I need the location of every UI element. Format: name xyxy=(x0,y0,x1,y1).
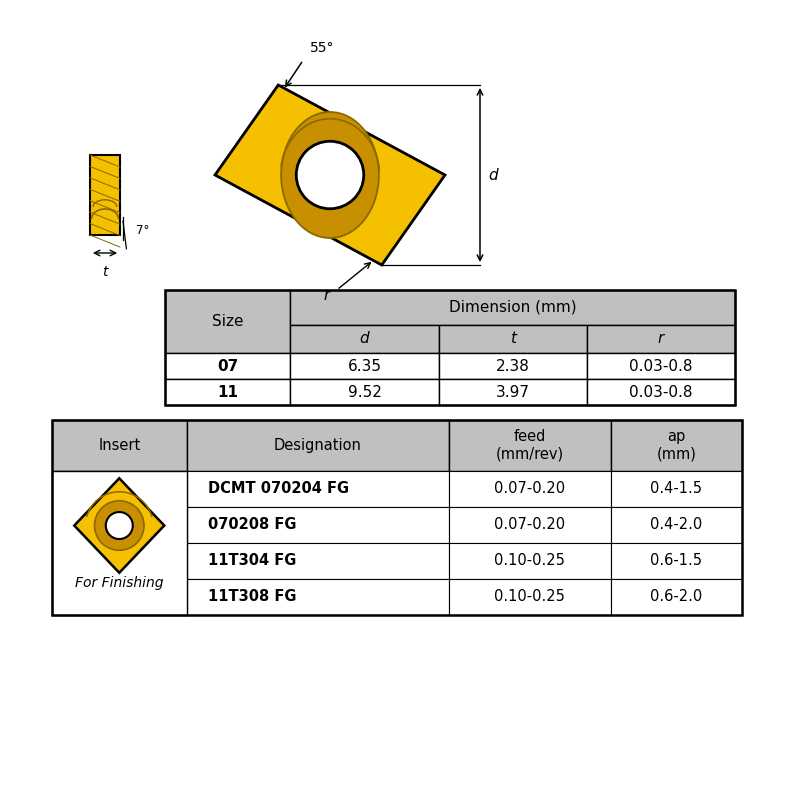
Polygon shape xyxy=(74,478,164,573)
Bar xyxy=(52,543,186,579)
Bar xyxy=(52,506,186,543)
Text: 0.07-0.20: 0.07-0.20 xyxy=(494,518,566,532)
Circle shape xyxy=(106,512,133,539)
Bar xyxy=(449,470,611,506)
Text: 55°: 55° xyxy=(310,41,334,55)
Bar xyxy=(611,543,742,579)
Bar xyxy=(587,379,735,405)
Bar xyxy=(611,506,742,543)
Polygon shape xyxy=(90,155,120,235)
Text: Insert: Insert xyxy=(98,438,141,453)
Ellipse shape xyxy=(94,501,144,550)
Bar xyxy=(587,354,735,379)
Bar xyxy=(449,543,611,579)
Polygon shape xyxy=(215,85,445,265)
Bar xyxy=(186,470,449,506)
Text: 07: 07 xyxy=(217,358,238,374)
Text: 11T308 FG: 11T308 FG xyxy=(207,590,296,605)
Bar xyxy=(611,579,742,615)
Bar xyxy=(52,470,186,615)
Bar xyxy=(290,325,438,354)
Text: 2.38: 2.38 xyxy=(496,358,530,374)
Bar xyxy=(165,290,735,405)
Text: 0.6-1.5: 0.6-1.5 xyxy=(650,554,702,568)
Text: feed
(mm/rev): feed (mm/rev) xyxy=(496,429,564,462)
Bar xyxy=(290,379,438,405)
Bar xyxy=(449,579,611,615)
Bar xyxy=(438,379,587,405)
Bar xyxy=(52,420,742,615)
Text: 9.52: 9.52 xyxy=(347,385,382,399)
Bar xyxy=(587,325,735,354)
Text: 0.07-0.20: 0.07-0.20 xyxy=(494,482,566,496)
Bar xyxy=(611,420,742,470)
Text: d: d xyxy=(360,331,370,346)
Bar xyxy=(438,354,587,379)
Bar xyxy=(186,579,449,615)
Bar xyxy=(186,543,449,579)
Bar xyxy=(186,420,449,470)
Bar xyxy=(611,470,742,506)
Text: 3.97: 3.97 xyxy=(496,385,530,399)
Text: 0.03-0.8: 0.03-0.8 xyxy=(629,358,693,374)
Text: ap
(mm): ap (mm) xyxy=(657,429,696,462)
Text: 0.4-1.5: 0.4-1.5 xyxy=(650,482,702,496)
Bar xyxy=(52,470,186,506)
Bar xyxy=(165,290,290,354)
Text: r: r xyxy=(324,287,330,302)
Text: For Finishing: For Finishing xyxy=(75,576,163,590)
Bar xyxy=(449,420,611,470)
Text: 070208 FG: 070208 FG xyxy=(207,518,296,532)
Bar xyxy=(186,506,449,543)
Text: Designation: Designation xyxy=(274,438,362,453)
Text: 11: 11 xyxy=(218,385,238,399)
Text: Dimension (mm): Dimension (mm) xyxy=(449,300,577,314)
Bar xyxy=(290,290,735,325)
Text: 0.6-2.0: 0.6-2.0 xyxy=(650,590,702,605)
Text: 6.35: 6.35 xyxy=(347,358,382,374)
Bar xyxy=(449,506,611,543)
Text: 0.10-0.25: 0.10-0.25 xyxy=(494,554,566,568)
Text: r: r xyxy=(658,331,664,346)
Bar xyxy=(52,420,186,470)
Text: Size: Size xyxy=(212,314,243,329)
Text: d: d xyxy=(488,167,498,182)
Bar xyxy=(438,325,587,354)
Bar xyxy=(290,354,438,379)
Text: t: t xyxy=(510,331,516,346)
Text: 0.03-0.8: 0.03-0.8 xyxy=(629,385,693,399)
Text: 11T304 FG: 11T304 FG xyxy=(207,554,296,568)
Text: 0.4-2.0: 0.4-2.0 xyxy=(650,518,702,532)
Bar xyxy=(165,354,290,379)
Text: 7°: 7° xyxy=(136,225,150,238)
Circle shape xyxy=(296,142,364,209)
Text: 0.10-0.25: 0.10-0.25 xyxy=(494,590,566,605)
Ellipse shape xyxy=(281,112,379,238)
Bar xyxy=(165,379,290,405)
Text: t: t xyxy=(102,265,108,279)
Text: DCMT 070204 FG: DCMT 070204 FG xyxy=(207,482,349,496)
Bar xyxy=(52,579,186,615)
